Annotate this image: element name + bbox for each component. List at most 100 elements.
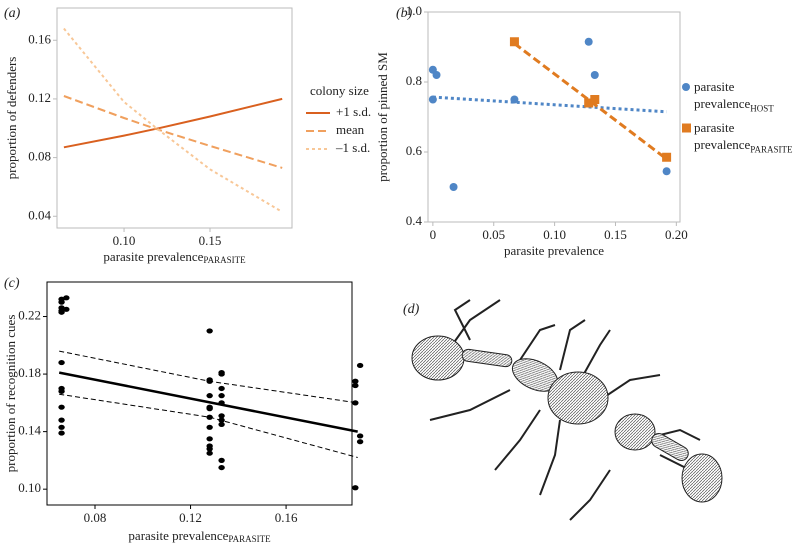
plot-frame bbox=[46, 281, 353, 506]
y-tick-label: 0.22 bbox=[18, 308, 41, 323]
y-axis-label: proportion of recognition cues bbox=[3, 315, 18, 473]
legend-label: +1 s.d. bbox=[336, 104, 371, 119]
point bbox=[584, 37, 593, 46]
point bbox=[58, 404, 65, 410]
x-tick-label: 0.10 bbox=[113, 233, 136, 248]
ant-leg bbox=[494, 409, 541, 471]
point bbox=[590, 95, 600, 104]
ant2-head bbox=[614, 413, 656, 451]
y-axis-label: proportion of defenders bbox=[4, 57, 19, 180]
y-tick-label: 0.4 bbox=[406, 213, 423, 228]
x-axis-label-sub: PARASITE bbox=[203, 255, 246, 265]
y-tick-label: 0.04 bbox=[28, 207, 51, 222]
point bbox=[206, 414, 213, 420]
y-tick-label: 1.0 bbox=[406, 3, 422, 18]
point bbox=[206, 436, 213, 442]
legend-marker bbox=[682, 83, 690, 91]
x-axis-label: parasite prevalence bbox=[504, 243, 604, 258]
ant-petiole bbox=[461, 348, 513, 368]
x-tick-label: 0.10 bbox=[543, 227, 566, 242]
point bbox=[58, 430, 65, 436]
ant2-gaster bbox=[681, 453, 723, 503]
legend-entry: parasite prevalenceHOST bbox=[694, 78, 798, 118]
point bbox=[510, 95, 519, 104]
y-tick-label: 0.16 bbox=[28, 31, 51, 46]
plot-frame bbox=[56, 7, 293, 229]
x-tick-label: 0.05 bbox=[482, 227, 505, 242]
point bbox=[218, 464, 225, 471]
point bbox=[218, 393, 225, 399]
x-tick-label: 0.15 bbox=[199, 233, 222, 248]
point bbox=[206, 424, 213, 430]
fit-line bbox=[58, 371, 358, 433]
series-line bbox=[63, 97, 283, 149]
y-tick-label: 0.10 bbox=[18, 480, 41, 495]
trend-line bbox=[432, 95, 667, 114]
trend-line bbox=[513, 42, 668, 161]
point bbox=[352, 400, 359, 406]
point bbox=[58, 309, 65, 315]
legend-title: colony size bbox=[310, 83, 369, 98]
legend-label-sub: HOST bbox=[750, 103, 774, 114]
point bbox=[218, 400, 225, 406]
point bbox=[218, 457, 225, 463]
x-axis-label: parasite prevalencePARASITE bbox=[103, 249, 246, 265]
point bbox=[206, 378, 213, 384]
point bbox=[218, 413, 225, 419]
plot-frame bbox=[427, 11, 681, 223]
x-axis-label-text: parasite prevalence bbox=[103, 249, 203, 264]
ant-leg bbox=[539, 419, 561, 496]
point bbox=[352, 378, 359, 384]
point bbox=[218, 417, 225, 423]
point bbox=[206, 446, 213, 452]
legend-label: parasite prevalencePARASITE bbox=[694, 119, 798, 159]
legend-label: –1 s.d. bbox=[335, 140, 370, 155]
point bbox=[218, 371, 225, 377]
point bbox=[356, 362, 364, 369]
y-tick-label: 0.18 bbox=[18, 365, 41, 380]
legend-label: parasite prevalenceHOST bbox=[694, 78, 798, 118]
point bbox=[58, 359, 65, 366]
legend-label: mean bbox=[336, 122, 365, 137]
point bbox=[58, 417, 65, 423]
ant-leg bbox=[453, 299, 471, 341]
legend-label-text: parasite prevalence bbox=[694, 79, 751, 111]
point bbox=[352, 382, 359, 389]
x-axis-label-text: parasite prevalence bbox=[128, 528, 228, 543]
ant-leg bbox=[429, 389, 511, 421]
x-tick-label: 0.15 bbox=[604, 227, 627, 242]
ant-leg bbox=[569, 469, 611, 521]
legend-entry: parasite prevalencePARASITE bbox=[694, 119, 798, 159]
point bbox=[58, 424, 65, 430]
point bbox=[662, 167, 671, 176]
x-axis-label-text: parasite prevalence bbox=[504, 243, 604, 258]
x-tick-label: 0.12 bbox=[179, 510, 202, 525]
point bbox=[428, 95, 437, 104]
point bbox=[206, 450, 213, 456]
ant-leg bbox=[599, 374, 661, 401]
point bbox=[432, 71, 441, 79]
ant-leg bbox=[559, 319, 586, 371]
x-axis-label: parasite prevalencePARASITE bbox=[128, 528, 271, 543]
y-tick-label: 0.6 bbox=[406, 143, 423, 158]
ant-head bbox=[547, 371, 609, 425]
point bbox=[206, 393, 213, 399]
ant-illustration bbox=[411, 299, 723, 521]
ant-gaster bbox=[411, 335, 465, 381]
x-tick-label: 0.08 bbox=[84, 510, 107, 525]
point bbox=[352, 485, 359, 491]
series-line bbox=[63, 27, 283, 213]
point bbox=[63, 306, 70, 312]
point bbox=[509, 37, 519, 47]
ant-leg bbox=[519, 324, 556, 361]
legend-marker bbox=[682, 123, 691, 133]
panel-label: (a) bbox=[4, 6, 21, 21]
x-tick-label: 0.16 bbox=[275, 510, 298, 525]
point bbox=[356, 439, 364, 445]
point bbox=[58, 388, 65, 394]
x-tick-label: 0 bbox=[430, 227, 437, 242]
point bbox=[218, 385, 225, 392]
point bbox=[356, 433, 364, 439]
point bbox=[63, 295, 70, 301]
point bbox=[449, 183, 458, 191]
